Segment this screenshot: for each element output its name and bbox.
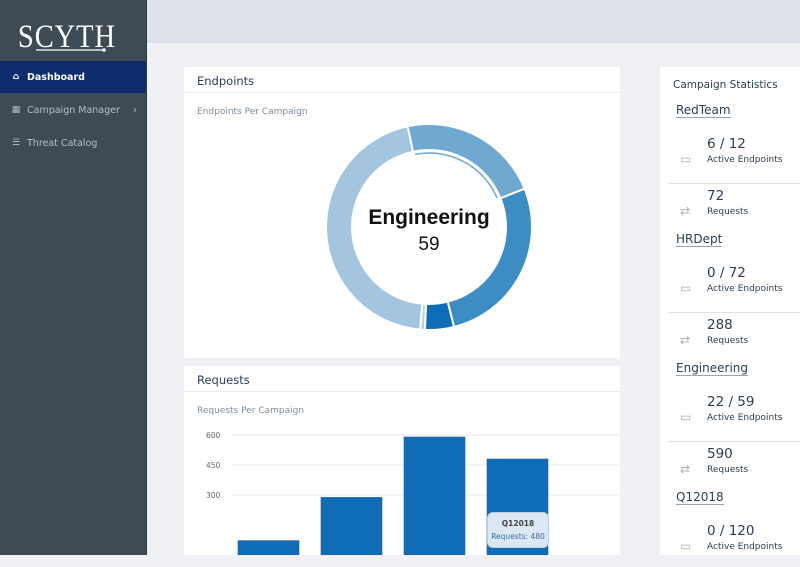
stat-value: 288 (707, 317, 733, 333)
bar-hrdept[interactable] (320, 497, 383, 555)
requests-card: Requests Requests Per Campaign 300 450 600… (184, 366, 620, 555)
donut-slice-engineering[interactable] (406, 123, 526, 200)
endpoints-card: Endpoints Endpoints Per Campaign Enginee… (184, 67, 620, 358)
sidebar-item-campaign-manager[interactable]: ▦ Campaign Manager › (0, 94, 146, 126)
sidebar: SCYTHE ⌂ Dashboard ▦ Campaign Manager › … (0, 0, 147, 555)
active-endpoints-stat: ▭ 6 / 12 Active Endpoints (660, 136, 800, 180)
requests-stat: ⇄ 72 Requests (660, 188, 800, 232)
stat-value: 0 / 120 (707, 523, 755, 539)
top-bar (147, 0, 800, 43)
stat-label: Requests (707, 336, 749, 346)
exchange-arrows-icon: ⇄ (680, 462, 691, 476)
stat-value: 6 / 12 (707, 136, 746, 152)
sidebar-item-label: Dashboard (27, 71, 85, 83)
bar-chart: 300 450 600 (206, 431, 620, 555)
requests-stat: ⇄ 288 Requests (660, 317, 800, 361)
scythe-logo[interactable]: SCYTHE (16, 12, 116, 52)
stat-value: 0 / 72 (707, 265, 746, 281)
laptop-icon: ▭ (680, 539, 692, 553)
card-title: Campaign Statistics (673, 79, 778, 91)
campaign-statistics-card: Campaign Statistics RedTeam ▭ 6 / 12 Act… (660, 67, 800, 555)
laptop-icon: ▭ (680, 152, 692, 166)
chevron-right-icon: › (133, 104, 137, 116)
active-endpoints-stat: ▭ 22 / 59 Active Endpoints (660, 394, 800, 438)
y-tick-label: 300 (206, 491, 221, 500)
stat-label: Active Endpoints (707, 542, 783, 552)
sidebar-item-label: Threat Catalog (27, 137, 98, 149)
donut-center-value: 59 (418, 234, 440, 255)
tooltip-value: Requests: 480 (491, 532, 545, 541)
donut-chart: Engineering 59 (324, 122, 534, 332)
campaign-link-hrdept[interactable]: HRDept (676, 232, 723, 247)
y-tick-label: 450 (206, 461, 221, 470)
home-icon: ⌂ (12, 72, 20, 82)
y-tick-label: 600 (206, 431, 221, 440)
exchange-arrows-icon: ⇄ (680, 333, 691, 347)
svg-text:SCYTHE: SCYTHE (18, 18, 116, 52)
list-icon: ☰ (11, 138, 21, 148)
sidebar-item-threat-catalog[interactable]: ☰ Threat Catalog (0, 127, 146, 159)
active-endpoints-stat: ▭ 0 / 72 Active Endpoints (660, 265, 800, 309)
card-title: Endpoints (197, 74, 255, 88)
bar-redteam[interactable] (237, 540, 300, 555)
card-subtitle: Requests Per Campaign (197, 406, 305, 416)
donut-center-label: Engineering (368, 206, 490, 229)
requests-stat: ⇄ 590 Requests (660, 446, 800, 490)
sidebar-item-label: Campaign Manager (27, 104, 120, 116)
campaign-link-redteam[interactable]: RedTeam (676, 103, 731, 118)
stat-value: 590 (707, 446, 733, 462)
laptop-icon: ▭ (680, 410, 692, 424)
donut-slice-q12018[interactable] (325, 125, 424, 331)
sidebar-item-dashboard[interactable]: ⌂ Dashboard (0, 61, 146, 93)
exchange-arrows-icon: ⇄ (680, 204, 691, 218)
active-endpoints-stat: ▭ 0 / 120 Active Endpoints (660, 523, 800, 567)
grid-icon: ▦ (11, 105, 21, 115)
card-title: Requests (197, 373, 250, 387)
stat-value: 72 (707, 188, 725, 204)
bar-engineering[interactable] (403, 436, 466, 555)
stat-label: Active Endpoints (707, 413, 783, 423)
card-subtitle: Endpoints Per Campaign (197, 107, 308, 117)
donut-hover-indicator (414, 152, 498, 199)
donut-slice-redteam[interactable] (423, 300, 456, 331)
stat-label: Active Endpoints (707, 284, 783, 294)
stat-label: Active Endpoints (707, 155, 783, 165)
campaign-link-q12018[interactable]: Q12018 (676, 490, 724, 505)
laptop-icon: ▭ (680, 281, 692, 295)
chart-tooltip: Q12018 Requests: 480 (487, 512, 549, 548)
tooltip-title: Q12018 (501, 519, 535, 528)
stat-label: Requests (707, 465, 749, 475)
stat-value: 22 / 59 (707, 394, 755, 410)
stat-label: Requests (707, 207, 749, 217)
campaign-link-engineering[interactable]: Engineering (676, 361, 748, 376)
